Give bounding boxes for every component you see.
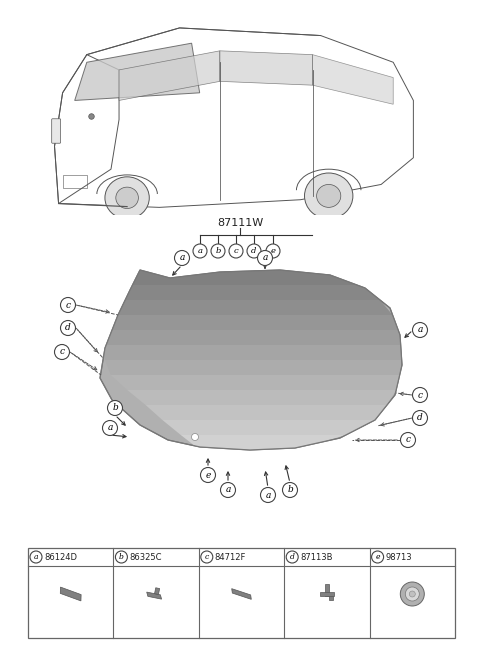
Circle shape <box>412 323 428 338</box>
Polygon shape <box>119 51 220 101</box>
Text: a: a <box>265 491 271 499</box>
Circle shape <box>103 420 118 436</box>
Circle shape <box>400 582 424 606</box>
Polygon shape <box>145 405 387 420</box>
Circle shape <box>283 482 298 497</box>
Text: a: a <box>34 553 38 561</box>
Text: a: a <box>180 254 185 263</box>
Text: 86124D: 86124D <box>44 553 77 562</box>
Polygon shape <box>147 592 162 599</box>
Text: b: b <box>287 486 293 495</box>
Circle shape <box>211 244 225 258</box>
Circle shape <box>30 551 42 563</box>
Circle shape <box>286 551 298 563</box>
Circle shape <box>55 344 70 359</box>
Polygon shape <box>111 375 400 390</box>
Polygon shape <box>100 345 402 360</box>
Circle shape <box>60 321 75 336</box>
Text: c: c <box>234 247 239 255</box>
Text: c: c <box>418 390 422 399</box>
Text: 98713: 98713 <box>385 553 412 562</box>
Circle shape <box>317 185 341 208</box>
Text: d: d <box>290 553 295 561</box>
Text: 84712F: 84712F <box>215 553 246 562</box>
Circle shape <box>409 591 415 597</box>
Polygon shape <box>75 43 200 101</box>
Text: a: a <box>225 486 231 495</box>
Polygon shape <box>181 435 346 450</box>
Circle shape <box>412 411 428 426</box>
Polygon shape <box>100 270 402 450</box>
Circle shape <box>220 482 236 497</box>
Text: b: b <box>119 553 124 561</box>
Text: a: a <box>417 325 423 334</box>
Text: d: d <box>65 323 71 332</box>
Text: 86325C: 86325C <box>130 553 162 562</box>
Circle shape <box>116 187 138 208</box>
Circle shape <box>201 551 213 563</box>
Polygon shape <box>127 390 396 405</box>
Circle shape <box>400 432 416 447</box>
Text: e: e <box>205 470 211 480</box>
Circle shape <box>175 250 190 265</box>
Polygon shape <box>162 420 375 435</box>
Polygon shape <box>312 55 393 104</box>
Text: d: d <box>252 247 257 255</box>
Text: e: e <box>271 247 276 255</box>
Text: c: c <box>60 348 64 357</box>
Polygon shape <box>60 587 81 601</box>
Polygon shape <box>103 300 393 315</box>
Circle shape <box>192 434 199 440</box>
Polygon shape <box>108 270 361 285</box>
Circle shape <box>247 244 261 258</box>
Text: c: c <box>204 553 209 561</box>
Polygon shape <box>220 51 312 85</box>
Text: b: b <box>112 403 118 413</box>
Circle shape <box>108 401 122 415</box>
Text: c: c <box>65 300 71 309</box>
Polygon shape <box>320 592 334 596</box>
Circle shape <box>372 551 384 563</box>
Text: 87113B: 87113B <box>300 553 333 562</box>
Polygon shape <box>100 330 401 345</box>
Text: 87111W: 87111W <box>217 218 263 228</box>
Polygon shape <box>325 584 329 596</box>
FancyBboxPatch shape <box>28 548 455 638</box>
Text: c: c <box>406 436 410 445</box>
Circle shape <box>193 244 207 258</box>
Text: a: a <box>108 424 113 432</box>
Text: b: b <box>216 247 221 255</box>
Circle shape <box>115 551 127 563</box>
Polygon shape <box>105 360 402 375</box>
Circle shape <box>266 244 280 258</box>
Circle shape <box>105 177 149 219</box>
Polygon shape <box>329 596 333 600</box>
Circle shape <box>405 587 420 601</box>
Polygon shape <box>155 588 160 595</box>
Circle shape <box>304 173 353 219</box>
FancyBboxPatch shape <box>52 119 60 143</box>
Circle shape <box>261 487 276 503</box>
Text: d: d <box>417 413 423 422</box>
Text: a: a <box>197 247 203 255</box>
Text: a: a <box>262 254 268 263</box>
Circle shape <box>60 298 75 313</box>
Circle shape <box>412 388 428 403</box>
Polygon shape <box>232 589 252 599</box>
Circle shape <box>229 244 243 258</box>
Circle shape <box>257 250 273 265</box>
Polygon shape <box>104 285 380 300</box>
Text: e: e <box>375 553 380 561</box>
Circle shape <box>201 468 216 482</box>
Polygon shape <box>102 315 398 330</box>
